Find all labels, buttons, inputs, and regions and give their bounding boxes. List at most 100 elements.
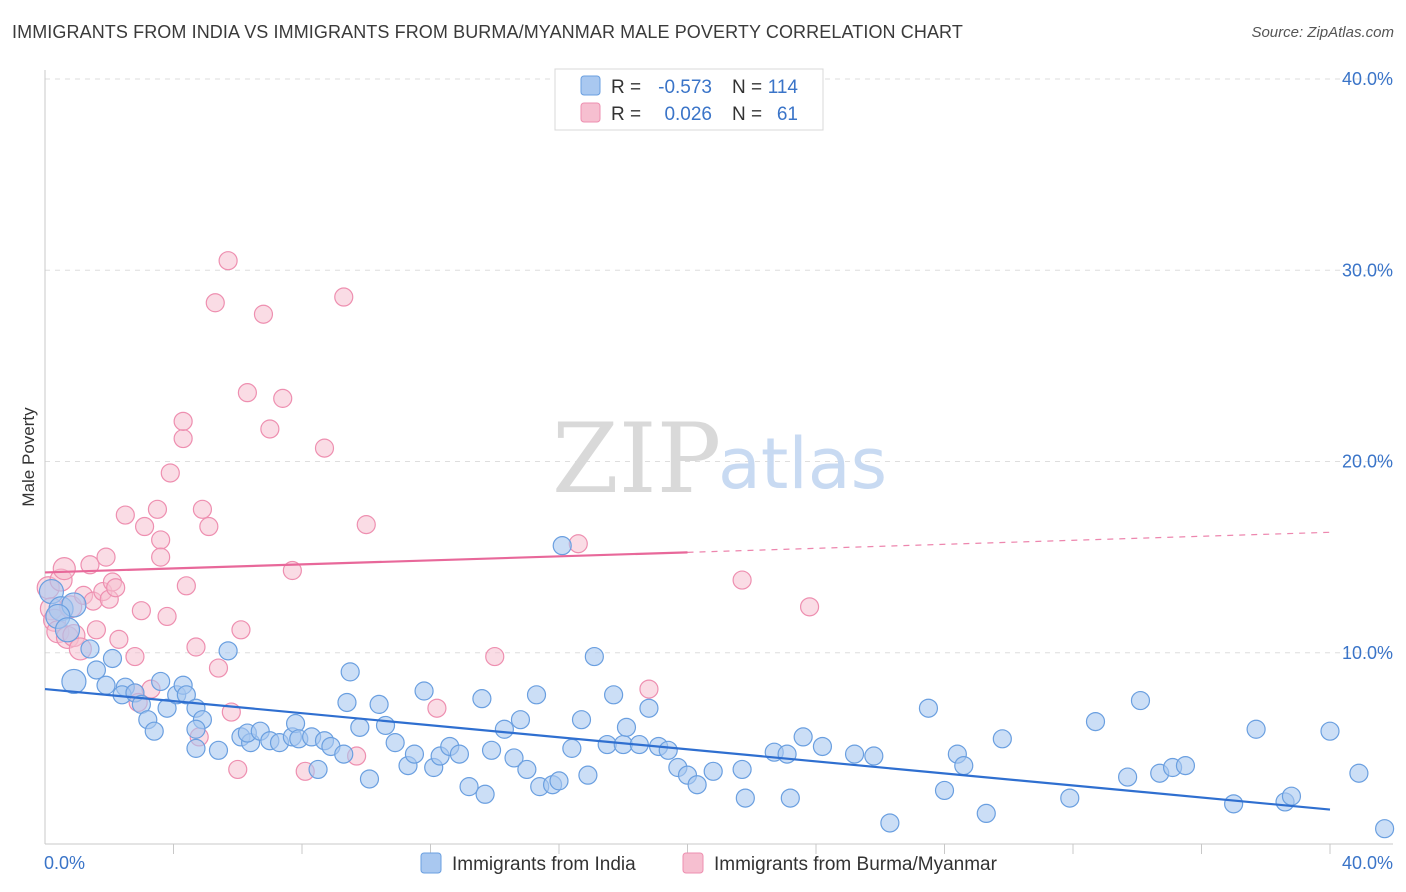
gridlines [45, 78, 1393, 654]
india-point [1349, 763, 1369, 783]
y-tick-label-30: 30.0% [1342, 260, 1393, 280]
india-point [359, 769, 380, 789]
burma-point [106, 578, 126, 598]
india-point [151, 671, 171, 692]
legend-n-label-india: N = [732, 77, 762, 98]
trendlines [44, 531, 1331, 811]
watermark-atlas: atlas [718, 423, 887, 505]
india-point [597, 734, 617, 755]
burma-point [282, 560, 302, 581]
legend-r-value-india: -0.573 [658, 77, 712, 98]
india-point [102, 648, 123, 669]
legend-r-label-burma: R = [611, 104, 641, 125]
burma-point [173, 411, 193, 431]
burma-point [208, 658, 229, 678]
india-point [880, 813, 900, 833]
burma-point [356, 515, 376, 535]
burma-point [334, 287, 354, 307]
india-point [1224, 794, 1244, 814]
india-point [616, 717, 637, 737]
india-point [414, 681, 434, 701]
legend-swatch-burma [580, 102, 601, 123]
y-tick-label-20: 20.0% [1342, 452, 1393, 472]
y-tick-label-10: 10.0% [1342, 643, 1393, 663]
burma-point [173, 428, 193, 449]
india-point [337, 692, 357, 713]
india-point [1060, 788, 1080, 808]
burma-point [199, 516, 219, 537]
burma-point [96, 547, 116, 567]
burma-point [237, 383, 257, 403]
watermark-zip: ZIP [552, 403, 721, 515]
india-point [96, 675, 116, 695]
india-point [578, 765, 598, 785]
india-point [526, 685, 547, 705]
india-point [549, 771, 569, 791]
burma-point [192, 499, 213, 519]
legend-r-label-india: R = [611, 77, 641, 98]
india-point [186, 719, 206, 739]
burma-point [260, 419, 280, 439]
burma-point [427, 698, 447, 718]
india-point [604, 685, 624, 705]
india-point [350, 717, 370, 737]
india-point [340, 662, 360, 682]
india-point [369, 694, 389, 714]
series-legend-label-burma: Immigrants from Burma/Myanmar [714, 854, 998, 875]
burma-point [157, 606, 177, 627]
india-point [954, 755, 974, 776]
axes [44, 70, 1393, 845]
india-point [735, 788, 755, 808]
burma-point [151, 530, 171, 550]
india-point [208, 740, 229, 760]
india-point [584, 646, 604, 667]
burma-point [253, 304, 274, 324]
burma-point [273, 388, 293, 408]
burma-point [52, 556, 76, 581]
burma-point [176, 576, 196, 596]
stats-legend: R = -0.573 N = 114 R = 0.026 N = 61 [554, 68, 824, 131]
india-point [475, 784, 495, 804]
india-point [1320, 721, 1340, 741]
india-point [186, 738, 206, 758]
india-point [687, 775, 707, 795]
india-point [517, 759, 537, 780]
burma-point [86, 620, 107, 640]
india-point [780, 788, 800, 808]
series-legend-label-india: Immigrants from India [452, 854, 636, 875]
x-tick-label-max: 40.0% [1342, 853, 1393, 873]
burma-point [799, 597, 820, 617]
india-point [793, 727, 813, 747]
india-point [80, 639, 100, 659]
burma-point [125, 646, 145, 667]
india-point [334, 744, 354, 764]
india-point [157, 698, 177, 718]
india-point [308, 759, 328, 780]
india-point [812, 736, 833, 757]
india-point [494, 719, 514, 739]
burma-point [218, 251, 238, 271]
x-ticks [173, 844, 1331, 854]
source-credit: Source: ZipAtlas.com [1251, 24, 1394, 41]
legend-n-value-india: 114 [768, 77, 799, 98]
india-point [404, 744, 425, 764]
burma-point [568, 534, 588, 554]
india-point [218, 641, 238, 661]
burma-points [36, 251, 820, 781]
india-point [510, 710, 531, 730]
india-point [1246, 719, 1266, 739]
india-point [385, 733, 405, 753]
india-point [472, 689, 492, 709]
india-point [54, 617, 81, 643]
legend-n-label-burma: N = [732, 104, 762, 125]
india-point [992, 729, 1012, 749]
legend-n-value-burma: 61 [777, 104, 798, 125]
burma-point [151, 547, 171, 567]
india-point [1175, 755, 1196, 776]
burma-point [228, 759, 248, 780]
burma-point [109, 629, 129, 649]
india-point [375, 715, 396, 736]
burma-point [485, 646, 505, 667]
india-point [918, 698, 939, 718]
chart-title: IMMIGRANTS FROM INDIA VS IMMIGRANTS FROM… [12, 22, 963, 42]
